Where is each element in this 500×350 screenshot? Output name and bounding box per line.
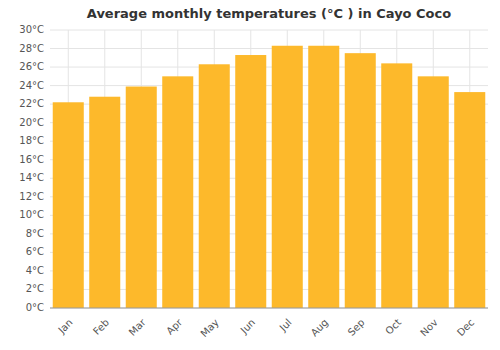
x-tick-label: Oct <box>383 317 403 337</box>
y-axis: 0°C 2°C 4°C 6°C 8°C 10°C 12°C 14°C 16°C 18°C 20°C 2… <box>19 24 44 313</box>
x-tick-label: Nov <box>418 317 440 339</box>
y-grid-line <box>50 67 488 68</box>
bar <box>345 53 376 308</box>
y-tick-label: 26°C <box>19 61 44 72</box>
x-tick-label: Jul <box>277 317 294 334</box>
y-tick-label: 2°C <box>26 283 44 294</box>
y-grid-line <box>50 308 488 309</box>
y-tick-label: 28°C <box>19 43 44 54</box>
bar <box>418 76 449 308</box>
bar <box>126 87 157 308</box>
bar <box>381 63 412 308</box>
y-grid-line <box>50 30 488 31</box>
title: Average monthly temperatures (°C ) in Ca… <box>87 6 451 21</box>
y-grid-line <box>50 48 488 49</box>
bar <box>454 92 485 308</box>
grid <box>50 30 488 308</box>
bar <box>235 55 266 308</box>
y-tick-label: 24°C <box>19 80 44 91</box>
bar <box>308 46 339 308</box>
x-tick-label: Dec <box>455 317 476 338</box>
chart: 0°C 2°C 4°C 6°C 8°C 10°C 12°C 14°C 16°C 18°C 20°C 2… <box>0 0 500 350</box>
x-tick-label: May <box>198 317 220 339</box>
y-tick-label: 14°C <box>19 172 44 183</box>
x-tick-label: Jun <box>238 317 258 337</box>
bar <box>89 97 120 308</box>
x-axis: Jan Feb Mar Apr May Jun Jul Aug Sep Oct Nov Dec <box>55 316 476 339</box>
bar <box>272 46 303 308</box>
bar <box>199 64 230 308</box>
x-tick-label: Feb <box>91 317 111 337</box>
y-tick-label: 20°C <box>19 117 44 128</box>
x-tick-label: Jan <box>55 317 74 336</box>
y-tick-label: 22°C <box>19 98 44 109</box>
bar <box>162 76 193 308</box>
y-tick-label: 30°C <box>19 24 44 35</box>
y-tick-label: 12°C <box>19 191 44 202</box>
y-tick-label: 16°C <box>19 154 44 165</box>
x-tick-label: Sep <box>346 317 367 338</box>
x-tick-label: Aug <box>309 317 331 339</box>
bar <box>53 102 84 308</box>
chart-container: 0°C 2°C 4°C 6°C 8°C 10°C 12°C 14°C 16°C 18°C 20°C 2… <box>0 0 500 350</box>
bars <box>53 46 486 308</box>
y-tick-label: 8°C <box>26 228 44 239</box>
y-tick-label: 18°C <box>19 135 44 146</box>
y-tick-label: 4°C <box>26 265 44 276</box>
y-tick-label: 0°C <box>26 302 44 313</box>
y-tick-label: 10°C <box>19 209 44 220</box>
x-tick-label: Mar <box>127 316 149 338</box>
y-tick-label: 6°C <box>26 246 44 257</box>
x-tick-label: Apr <box>164 316 185 337</box>
x-axis-line <box>50 308 488 309</box>
